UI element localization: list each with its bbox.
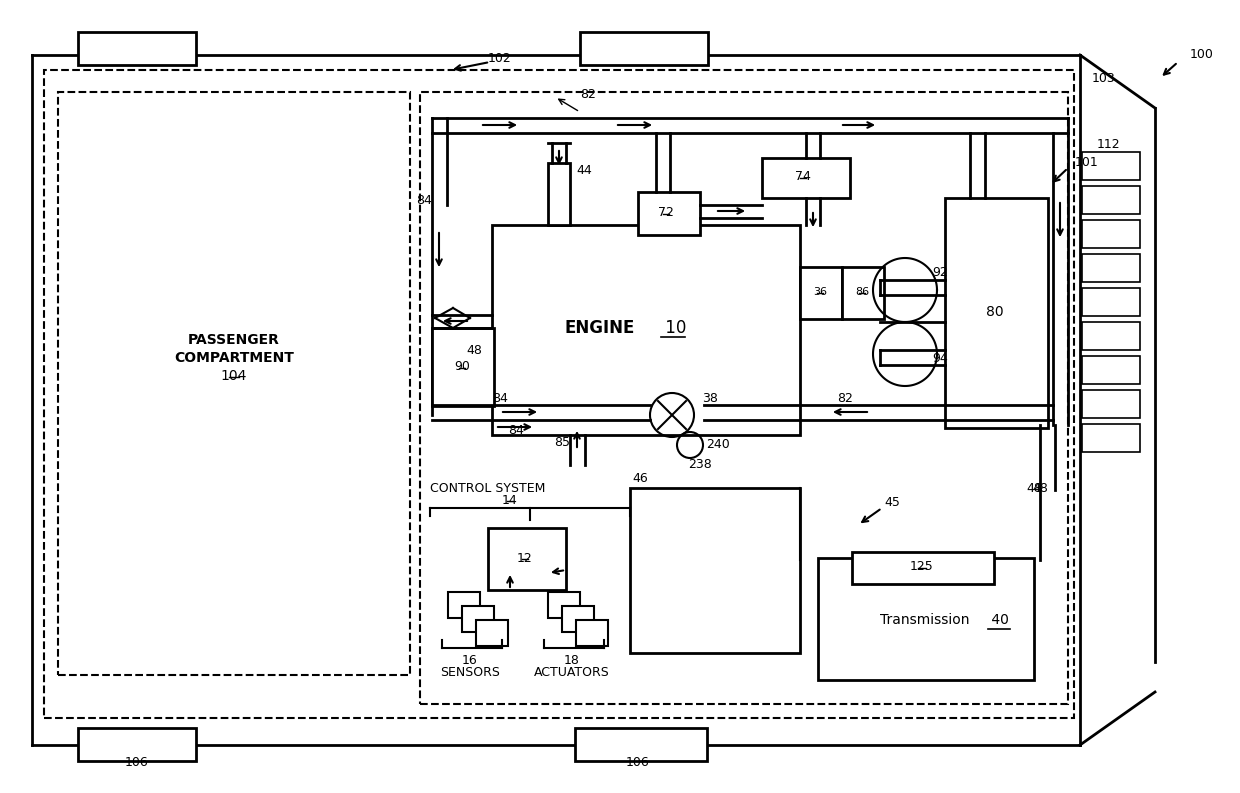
Text: 40: 40: [987, 613, 1009, 627]
Bar: [43, 70, 1074, 718]
Text: 36: 36: [813, 287, 827, 297]
Text: 48: 48: [1032, 481, 1048, 495]
Text: 84: 84: [492, 392, 508, 404]
Bar: [1083, 254, 1140, 282]
Text: ENGINE: ENGINE: [564, 319, 635, 337]
Bar: [800, 267, 842, 319]
Bar: [1083, 186, 1140, 214]
Bar: [78, 728, 196, 761]
Text: 38: 38: [702, 392, 718, 404]
Bar: [1083, 220, 1140, 248]
Text: ACTUATORS: ACTUATORS: [534, 665, 610, 679]
Text: 48: 48: [466, 343, 482, 357]
Text: 74: 74: [795, 170, 811, 183]
Text: 101: 101: [1075, 155, 1099, 168]
Bar: [432, 328, 494, 406]
Text: 72: 72: [658, 206, 673, 220]
Text: 10: 10: [660, 319, 687, 337]
Bar: [1083, 152, 1140, 180]
Text: 82: 82: [580, 87, 596, 101]
Text: 240: 240: [706, 439, 730, 451]
Text: 104: 104: [221, 369, 247, 383]
Text: 102: 102: [489, 52, 512, 64]
Bar: [639, 192, 701, 235]
Text: 90: 90: [454, 361, 470, 374]
Text: 84: 84: [508, 423, 523, 436]
Text: 84: 84: [417, 193, 432, 206]
Text: 46: 46: [632, 472, 647, 485]
Bar: [575, 728, 707, 761]
Text: 82: 82: [837, 392, 853, 404]
Bar: [1083, 390, 1140, 418]
Bar: [945, 198, 1048, 428]
Text: 12: 12: [517, 551, 533, 565]
Text: 86: 86: [854, 287, 869, 297]
Bar: [577, 620, 608, 646]
Bar: [562, 606, 594, 632]
Bar: [58, 92, 410, 675]
Text: 94: 94: [932, 351, 947, 365]
Text: 106: 106: [626, 756, 650, 768]
Bar: [1083, 322, 1140, 350]
Text: 125: 125: [910, 561, 934, 573]
Text: 45: 45: [884, 496, 900, 508]
Text: COMPARTMENT: COMPARTMENT: [174, 351, 294, 365]
Text: 238: 238: [688, 458, 712, 472]
Text: 100: 100: [1190, 48, 1214, 62]
Text: CONTROL SYSTEM: CONTROL SYSTEM: [430, 481, 546, 495]
Bar: [852, 552, 994, 584]
Text: 112: 112: [1096, 137, 1120, 151]
Text: SENSORS: SENSORS: [440, 665, 500, 679]
Text: 44: 44: [577, 163, 591, 177]
Bar: [1083, 424, 1140, 452]
Text: 103: 103: [1092, 71, 1116, 85]
Bar: [1083, 288, 1140, 316]
Bar: [842, 267, 884, 319]
Bar: [630, 488, 800, 653]
Bar: [463, 606, 494, 632]
Text: 14: 14: [502, 493, 518, 507]
Bar: [1083, 356, 1140, 384]
Bar: [448, 592, 480, 618]
Text: PASSENGER: PASSENGER: [188, 333, 280, 347]
Bar: [78, 32, 196, 65]
Text: Transmission: Transmission: [880, 613, 970, 627]
Text: 48: 48: [1027, 481, 1042, 495]
Text: 80: 80: [986, 305, 1004, 319]
Bar: [548, 163, 570, 225]
Bar: [548, 592, 580, 618]
Text: 18: 18: [564, 653, 580, 666]
Text: 85: 85: [554, 435, 570, 449]
Text: 92: 92: [932, 266, 947, 278]
Bar: [420, 92, 1068, 704]
Bar: [580, 32, 708, 65]
Text: 106: 106: [125, 756, 149, 768]
Bar: [818, 558, 1034, 680]
Bar: [476, 620, 508, 646]
Bar: [492, 225, 800, 435]
Bar: [763, 158, 849, 198]
Text: 16: 16: [463, 653, 477, 666]
Bar: [489, 528, 565, 590]
